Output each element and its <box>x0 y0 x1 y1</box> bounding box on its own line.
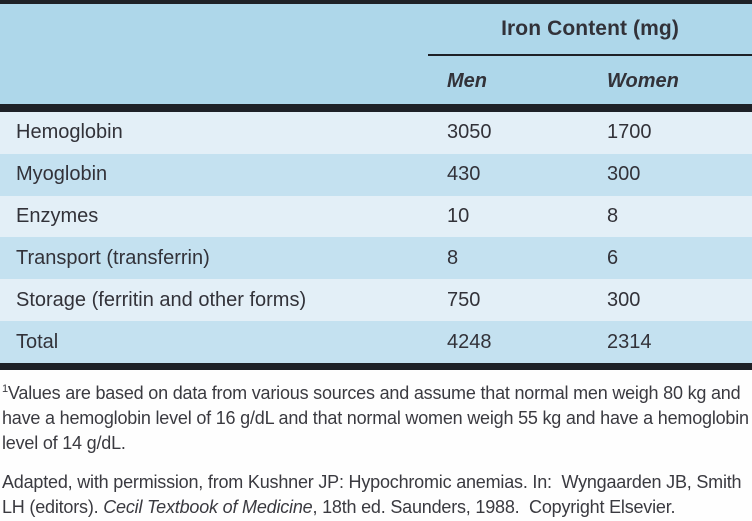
row-label: Transport (transferrin) <box>16 246 210 269</box>
row-label: Myoglobin <box>16 163 108 186</box>
women-value: 6 <box>607 246 619 269</box>
footnote: 1Values are based on data from various s… <box>2 381 749 456</box>
column-header-women: Women <box>607 70 679 92</box>
footnote-text: Values are based on data from various so… <box>2 382 749 453</box>
row-label: Enzymes <box>16 205 99 228</box>
attribution: Adapted, with permission, from Kushner J… <box>2 470 749 520</box>
table-row-storage: Storage (ferritin and other forms) 750 3… <box>0 279 752 322</box>
men-value: 10 <box>447 205 470 228</box>
table-row-myoglobin: Myoglobin 430 300 <box>0 153 752 196</box>
women-value: 2314 <box>607 330 652 353</box>
men-value: 4248 <box>447 330 492 353</box>
column-header-men: Men <box>447 70 487 92</box>
table-header: Iron Content (mg) Men Women <box>0 4 752 104</box>
women-value: 300 <box>607 163 641 186</box>
men-value: 750 <box>447 288 481 311</box>
women-value: 8 <box>607 205 619 228</box>
body-footer-divider <box>0 362 752 370</box>
top-rule <box>0 0 752 4</box>
header-body-divider <box>0 104 752 112</box>
row-label: Storage (ferritin and other forms) <box>16 288 307 311</box>
men-value: 8 <box>447 246 459 269</box>
table-row-hemoglobin: Hemoglobin 3050 1700 <box>0 112 752 154</box>
attribution-text-start: Adapted, with permission, from Kushner J… <box>2 471 747 517</box>
notes-section: 1Values are based on data from various s… <box>0 370 752 520</box>
footnote-marker: 1 <box>2 382 8 395</box>
men-value: 430 <box>447 163 481 186</box>
table-row-transport: Transport (transferrin) 8 6 <box>0 237 752 280</box>
women-value: 300 <box>607 288 641 311</box>
column-group-title: Iron Content (mg) <box>501 17 679 40</box>
column-group-underline <box>428 54 752 56</box>
table-body: Hemoglobin 3050 1700 Myoglobin 430 300 E… <box>0 112 752 363</box>
women-value: 1700 <box>607 121 652 144</box>
row-label: Hemoglobin <box>16 121 123 144</box>
attribution-book-title: Cecil Textbook of Medicine <box>103 496 313 517</box>
attribution-text-end: , 18th ed. Saunders, 1988. Copyright Els… <box>312 496 676 517</box>
table-row-enzymes: Enzymes 10 8 <box>0 195 752 238</box>
table-row-total: Total 4248 2314 <box>0 321 752 363</box>
men-value: 3050 <box>447 121 492 144</box>
row-label: Total <box>16 330 59 353</box>
